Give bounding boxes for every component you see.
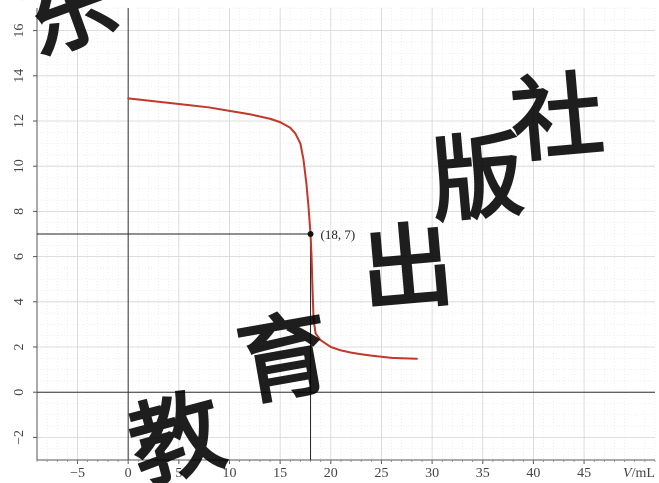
annotation-point — [307, 231, 314, 237]
y-tick-label: 10 — [12, 159, 27, 173]
watermark-char: 出 — [357, 211, 458, 326]
x-tick-label: 20 — [324, 466, 338, 481]
x-tick-label: 5 — [175, 466, 182, 481]
watermark-char: 育 — [230, 298, 339, 419]
x-tick-label: 25 — [374, 466, 388, 481]
x-tick-label: 40 — [526, 466, 540, 481]
x-axis-label: V/mL — [623, 466, 655, 481]
x-tick-label: 45 — [577, 466, 591, 481]
y-tick-label: 0 — [12, 389, 27, 396]
x-axis-label-variable: V — [623, 466, 633, 481]
y-tick-label: 2 — [12, 344, 27, 351]
y-tick-label: 16 — [12, 24, 27, 38]
y-tick-label: 12 — [12, 114, 27, 128]
y-tick-label: −2 — [12, 430, 27, 445]
x-tick-label: 10 — [222, 466, 236, 481]
x-tick-label: 30 — [425, 466, 439, 481]
watermark-char: 版 — [427, 121, 528, 236]
watermark-char: 社 — [507, 61, 608, 176]
annotation-label: (18, 7) — [321, 227, 356, 242]
y-tick-label: 4 — [12, 298, 27, 305]
series-line — [127, 97, 418, 360]
x-tick-label: −5 — [70, 466, 85, 481]
x-tick-label: 0 — [125, 466, 132, 481]
x-tick-label: 35 — [476, 466, 490, 481]
x-tick-label: 15 — [273, 466, 287, 481]
y-tick-label: 14 — [12, 69, 27, 83]
y-tick-label: 6 — [12, 253, 27, 260]
x-axis-label-unit: /mL — [632, 466, 655, 481]
y-tick-label: 8 — [12, 208, 27, 215]
